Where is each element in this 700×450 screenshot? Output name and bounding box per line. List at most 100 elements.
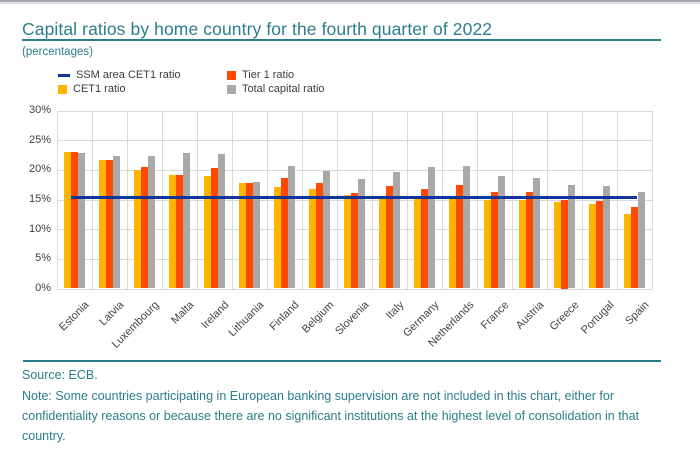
v-gridline bbox=[442, 110, 443, 289]
bar-tier-1-ratio-belgium bbox=[315, 182, 324, 289]
x-category-label: Finland bbox=[266, 298, 301, 333]
bar-cet1-ratio-lithuania bbox=[238, 182, 246, 289]
legend-label: Tier 1 ratio bbox=[242, 69, 295, 81]
v-gridline bbox=[512, 110, 513, 289]
percentages-label: (percentages) bbox=[22, 46, 93, 58]
x-category-label: Latvia bbox=[96, 298, 126, 328]
note-text: Note: Some countries participating in Eu… bbox=[22, 389, 640, 443]
bar-tier-1-ratio-luxembourg bbox=[140, 166, 149, 289]
bar-cet1-ratio-malta bbox=[168, 174, 176, 289]
bar-total-capital-ratio-portugal bbox=[603, 186, 611, 289]
bar-tier-1-ratio-spain bbox=[630, 206, 639, 289]
bar-cet1-ratio-greece bbox=[553, 202, 561, 289]
x-category-label: Italy bbox=[383, 298, 406, 322]
footer-divider bbox=[23, 360, 661, 362]
bar-total-capital-ratio-netherlands bbox=[463, 165, 471, 289]
bar-tier-1-ratio-austria bbox=[525, 192, 534, 289]
v-gridline bbox=[582, 110, 583, 289]
legend-item-cet1: CET1 ratio bbox=[58, 83, 126, 95]
bar-cet1-ratio-finland bbox=[273, 187, 281, 289]
legend-item-tier1: Tier 1 ratio bbox=[227, 69, 294, 81]
bar-tier-1-ratio-netherlands bbox=[455, 184, 464, 289]
bar-cet1-ratio-netherlands bbox=[448, 197, 456, 289]
bar-total-capital-ratio-ireland bbox=[218, 154, 226, 289]
bar-cet1-ratio-portugal bbox=[588, 204, 596, 289]
bar-tier-1-ratio-greece bbox=[560, 199, 569, 289]
y-tick-label: 0% bbox=[35, 282, 51, 294]
title-divider bbox=[22, 39, 661, 41]
v-gridline bbox=[127, 110, 128, 289]
bar-tier-1-ratio-lithuania bbox=[245, 182, 254, 289]
total-legend-marker bbox=[227, 84, 236, 94]
x-category-label: Austria bbox=[513, 298, 546, 332]
source-text: Source: ECB. bbox=[22, 368, 98, 382]
legend-item-total: Total capital ratio bbox=[227, 83, 325, 95]
v-gridline bbox=[232, 110, 233, 289]
v-gridline bbox=[302, 110, 303, 289]
y-tick-label: 30% bbox=[28, 104, 51, 116]
v-gridline bbox=[547, 110, 548, 289]
v-gridline bbox=[407, 110, 408, 289]
v-gridline bbox=[617, 110, 618, 289]
bar-total-capital-ratio-germany bbox=[428, 167, 436, 289]
y-tick-label: 5% bbox=[35, 252, 51, 265]
y-tick-label: 25% bbox=[28, 133, 51, 146]
x-category-label: Spain bbox=[622, 298, 651, 327]
v-gridline bbox=[57, 110, 58, 289]
bar-cet1-ratio-slovenia bbox=[343, 194, 351, 289]
v-gridline bbox=[372, 110, 373, 289]
v-gridline bbox=[267, 110, 268, 289]
v-gridline bbox=[92, 110, 93, 289]
bar-tier-1-ratio-ireland bbox=[210, 168, 219, 289]
bar-total-capital-ratio-malta bbox=[183, 153, 191, 289]
x-category-label: Ireland bbox=[198, 298, 231, 331]
h-gridline bbox=[57, 110, 652, 112]
bar-tier-1-ratio-finland bbox=[280, 178, 289, 289]
x-category-label: Slovenia bbox=[332, 298, 371, 337]
v-gridline bbox=[477, 110, 478, 289]
bar-tier-1-ratio-malta bbox=[175, 174, 184, 289]
tier1-legend-marker bbox=[227, 70, 236, 80]
bar-cet1-ratio-austria bbox=[518, 200, 526, 289]
bar-tier-1-ratio-germany bbox=[420, 188, 429, 289]
bar-total-capital-ratio-slovenia bbox=[358, 179, 366, 289]
bar-total-capital-ratio-italy bbox=[393, 171, 401, 289]
x-category-label: France bbox=[478, 298, 511, 332]
h-gridline bbox=[57, 169, 652, 171]
bar-tier-1-ratio-slovenia bbox=[350, 192, 359, 289]
y-tick-label: 10% bbox=[28, 222, 51, 235]
bar-tier-1-ratio-estonia bbox=[70, 152, 79, 289]
x-category-label: Portugal bbox=[578, 298, 616, 336]
ssm-reference-line bbox=[71, 196, 637, 200]
bar-cet1-ratio-luxembourg bbox=[133, 170, 141, 289]
bar-total-capital-ratio-france bbox=[498, 175, 506, 289]
ssm-line-legend-marker bbox=[58, 73, 70, 77]
page-title: Capital ratios by home country for the f… bbox=[22, 18, 493, 39]
bar-total-capital-ratio-greece bbox=[568, 184, 576, 289]
bar-total-capital-ratio-estonia bbox=[78, 152, 86, 289]
bar-cet1-ratio-spain bbox=[623, 214, 631, 289]
bar-cet1-ratio-latvia bbox=[98, 160, 106, 289]
v-gridline bbox=[652, 110, 653, 289]
window-edge-strip-light bbox=[0, 2, 700, 4]
bar-total-capital-ratio-belgium bbox=[323, 171, 331, 289]
bar-cet1-ratio-estonia bbox=[63, 152, 71, 289]
bar-tier-1-ratio-italy bbox=[385, 186, 394, 289]
bar-cet1-ratio-belgium bbox=[308, 189, 316, 289]
bar-cet1-ratio-ireland bbox=[203, 175, 211, 289]
x-category-label: Belgium bbox=[299, 298, 336, 336]
x-category-label: Estonia bbox=[56, 298, 91, 333]
x-category-label: Greece bbox=[546, 298, 581, 333]
bar-tier-1-ratio-portugal bbox=[595, 200, 604, 289]
bar-total-capital-ratio-spain bbox=[638, 192, 646, 289]
legend-item-ssm-line: SSM area CET1 ratio bbox=[58, 69, 181, 81]
y-tick-label: 20% bbox=[28, 163, 51, 176]
bar-cet1-ratio-germany bbox=[413, 197, 421, 289]
y-tick-label: 15% bbox=[28, 193, 51, 205]
bar-total-capital-ratio-latvia bbox=[113, 155, 121, 289]
bar-total-capital-ratio-austria bbox=[533, 178, 541, 289]
h-gridline bbox=[57, 140, 652, 142]
v-gridline bbox=[162, 110, 163, 289]
